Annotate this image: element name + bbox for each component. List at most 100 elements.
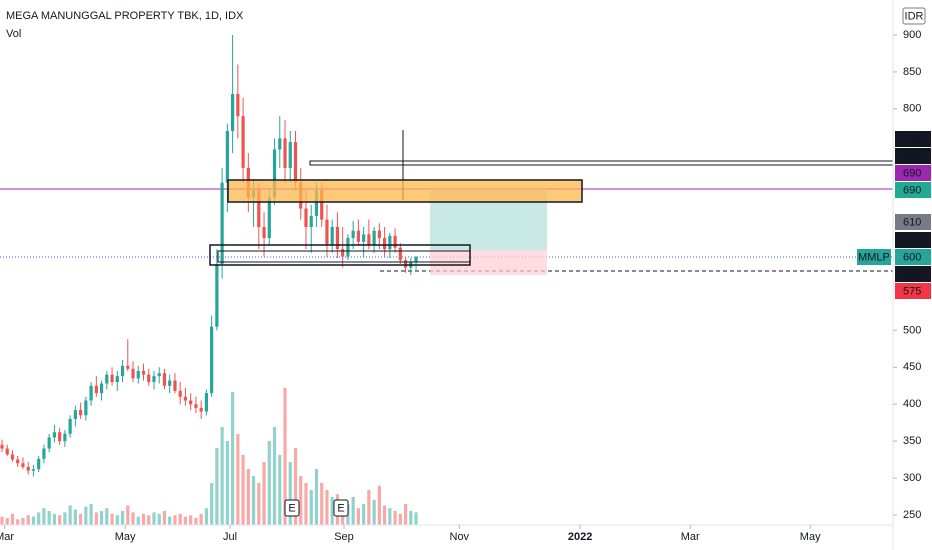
candle-body [178, 390, 182, 397]
volume-bar [168, 516, 172, 525]
volume-bar [105, 508, 109, 525]
candle-body [157, 373, 161, 377]
volume-bar [210, 483, 214, 525]
volume-bar [183, 516, 188, 525]
volume-bar [215, 448, 219, 525]
candle-body [262, 226, 266, 239]
volume-bar [52, 513, 57, 525]
volume-bar [115, 515, 119, 525]
candle-body [330, 226, 334, 246]
candle-body [120, 365, 125, 377]
price-label: 690 [903, 167, 921, 179]
x-tick-label: Mar [0, 531, 14, 543]
volume-bar [356, 508, 360, 525]
symbol-label: MMLP [858, 251, 890, 263]
candle-body [325, 219, 329, 246]
volume-bar [0, 516, 4, 525]
candle-body [21, 463, 25, 467]
event-box [284, 499, 300, 517]
volume-bar [189, 515, 193, 525]
volume-bar [37, 512, 41, 525]
symbol-box [857, 249, 891, 265]
price-label: 605 [903, 234, 921, 246]
candle-body [236, 94, 240, 117]
volume-bar [362, 504, 366, 525]
candle-body [68, 418, 72, 434]
candle-body [42, 448, 46, 459]
candle-body [84, 400, 88, 416]
candle-body [393, 235, 397, 248]
price-label: 730 [903, 133, 921, 145]
volume-bar [162, 511, 167, 525]
volume-bar [26, 515, 30, 525]
candle-body [183, 396, 188, 401]
volume-bar [372, 499, 376, 525]
volume-bar [178, 513, 182, 525]
volume-bar [5, 518, 9, 525]
volume-bar [136, 516, 140, 525]
candle-body [403, 260, 408, 268]
price-label: 725 [903, 150, 921, 162]
candle-body [73, 410, 77, 419]
y-tick-label: 300 [903, 472, 921, 484]
volume-bar [241, 455, 245, 525]
volume-bar [403, 504, 408, 525]
volume-bar [278, 455, 282, 525]
volume-bar [42, 508, 46, 525]
volume-bar [325, 490, 329, 525]
candle-body [278, 138, 282, 150]
candle-body [283, 138, 287, 168]
candle-body [320, 190, 324, 220]
volume-bar [314, 469, 319, 525]
candle-body [241, 116, 245, 168]
volume-bar [47, 511, 51, 525]
candle-body [99, 383, 104, 394]
x-tick-label: Nov [450, 531, 470, 543]
candle-body [10, 454, 15, 460]
volume-bar [68, 505, 72, 525]
candle-body [152, 376, 156, 383]
x-tick-label: Sep [334, 531, 354, 543]
candle-body [231, 94, 235, 131]
x-tick-label: 2022 [568, 531, 592, 543]
y-tick-label: 250 [903, 509, 921, 521]
candle-body [272, 149, 277, 198]
volume-bar [58, 515, 62, 525]
candle-body [309, 215, 313, 227]
volume-bar [199, 513, 203, 525]
volume-bar [330, 497, 334, 525]
candle-body [189, 400, 193, 405]
price-label: 580 [903, 268, 921, 280]
volume-bar [21, 518, 25, 525]
candle-body [341, 249, 345, 257]
candle-body [220, 182, 224, 264]
volume-bar [31, 516, 36, 525]
candle-body [314, 190, 319, 216]
event-box [333, 499, 349, 517]
candle-body [377, 230, 381, 239]
price-label-box [895, 283, 931, 299]
volume-bar [414, 512, 418, 525]
volume-bar [147, 515, 151, 525]
volume-bar [388, 508, 392, 525]
volume-bar [283, 387, 287, 525]
candle-body [346, 238, 350, 257]
volume-bar [131, 512, 135, 525]
volume-bar [262, 462, 266, 525]
volume-bar [141, 513, 146, 525]
volume-bar [16, 519, 20, 525]
candle-body [388, 235, 392, 250]
candle-body [89, 385, 93, 401]
candle-body [168, 380, 172, 386]
zone-rect [227, 179, 583, 203]
volume-bar [320, 483, 324, 525]
volume-bar [304, 483, 308, 525]
volume-bar [73, 509, 77, 525]
candle-body [267, 197, 271, 239]
volume-bar [309, 490, 313, 525]
candle-body [225, 130, 229, 183]
volume-bar [367, 490, 371, 525]
price-label: 600 [903, 251, 921, 263]
x-tick-label: Jul [223, 531, 237, 543]
